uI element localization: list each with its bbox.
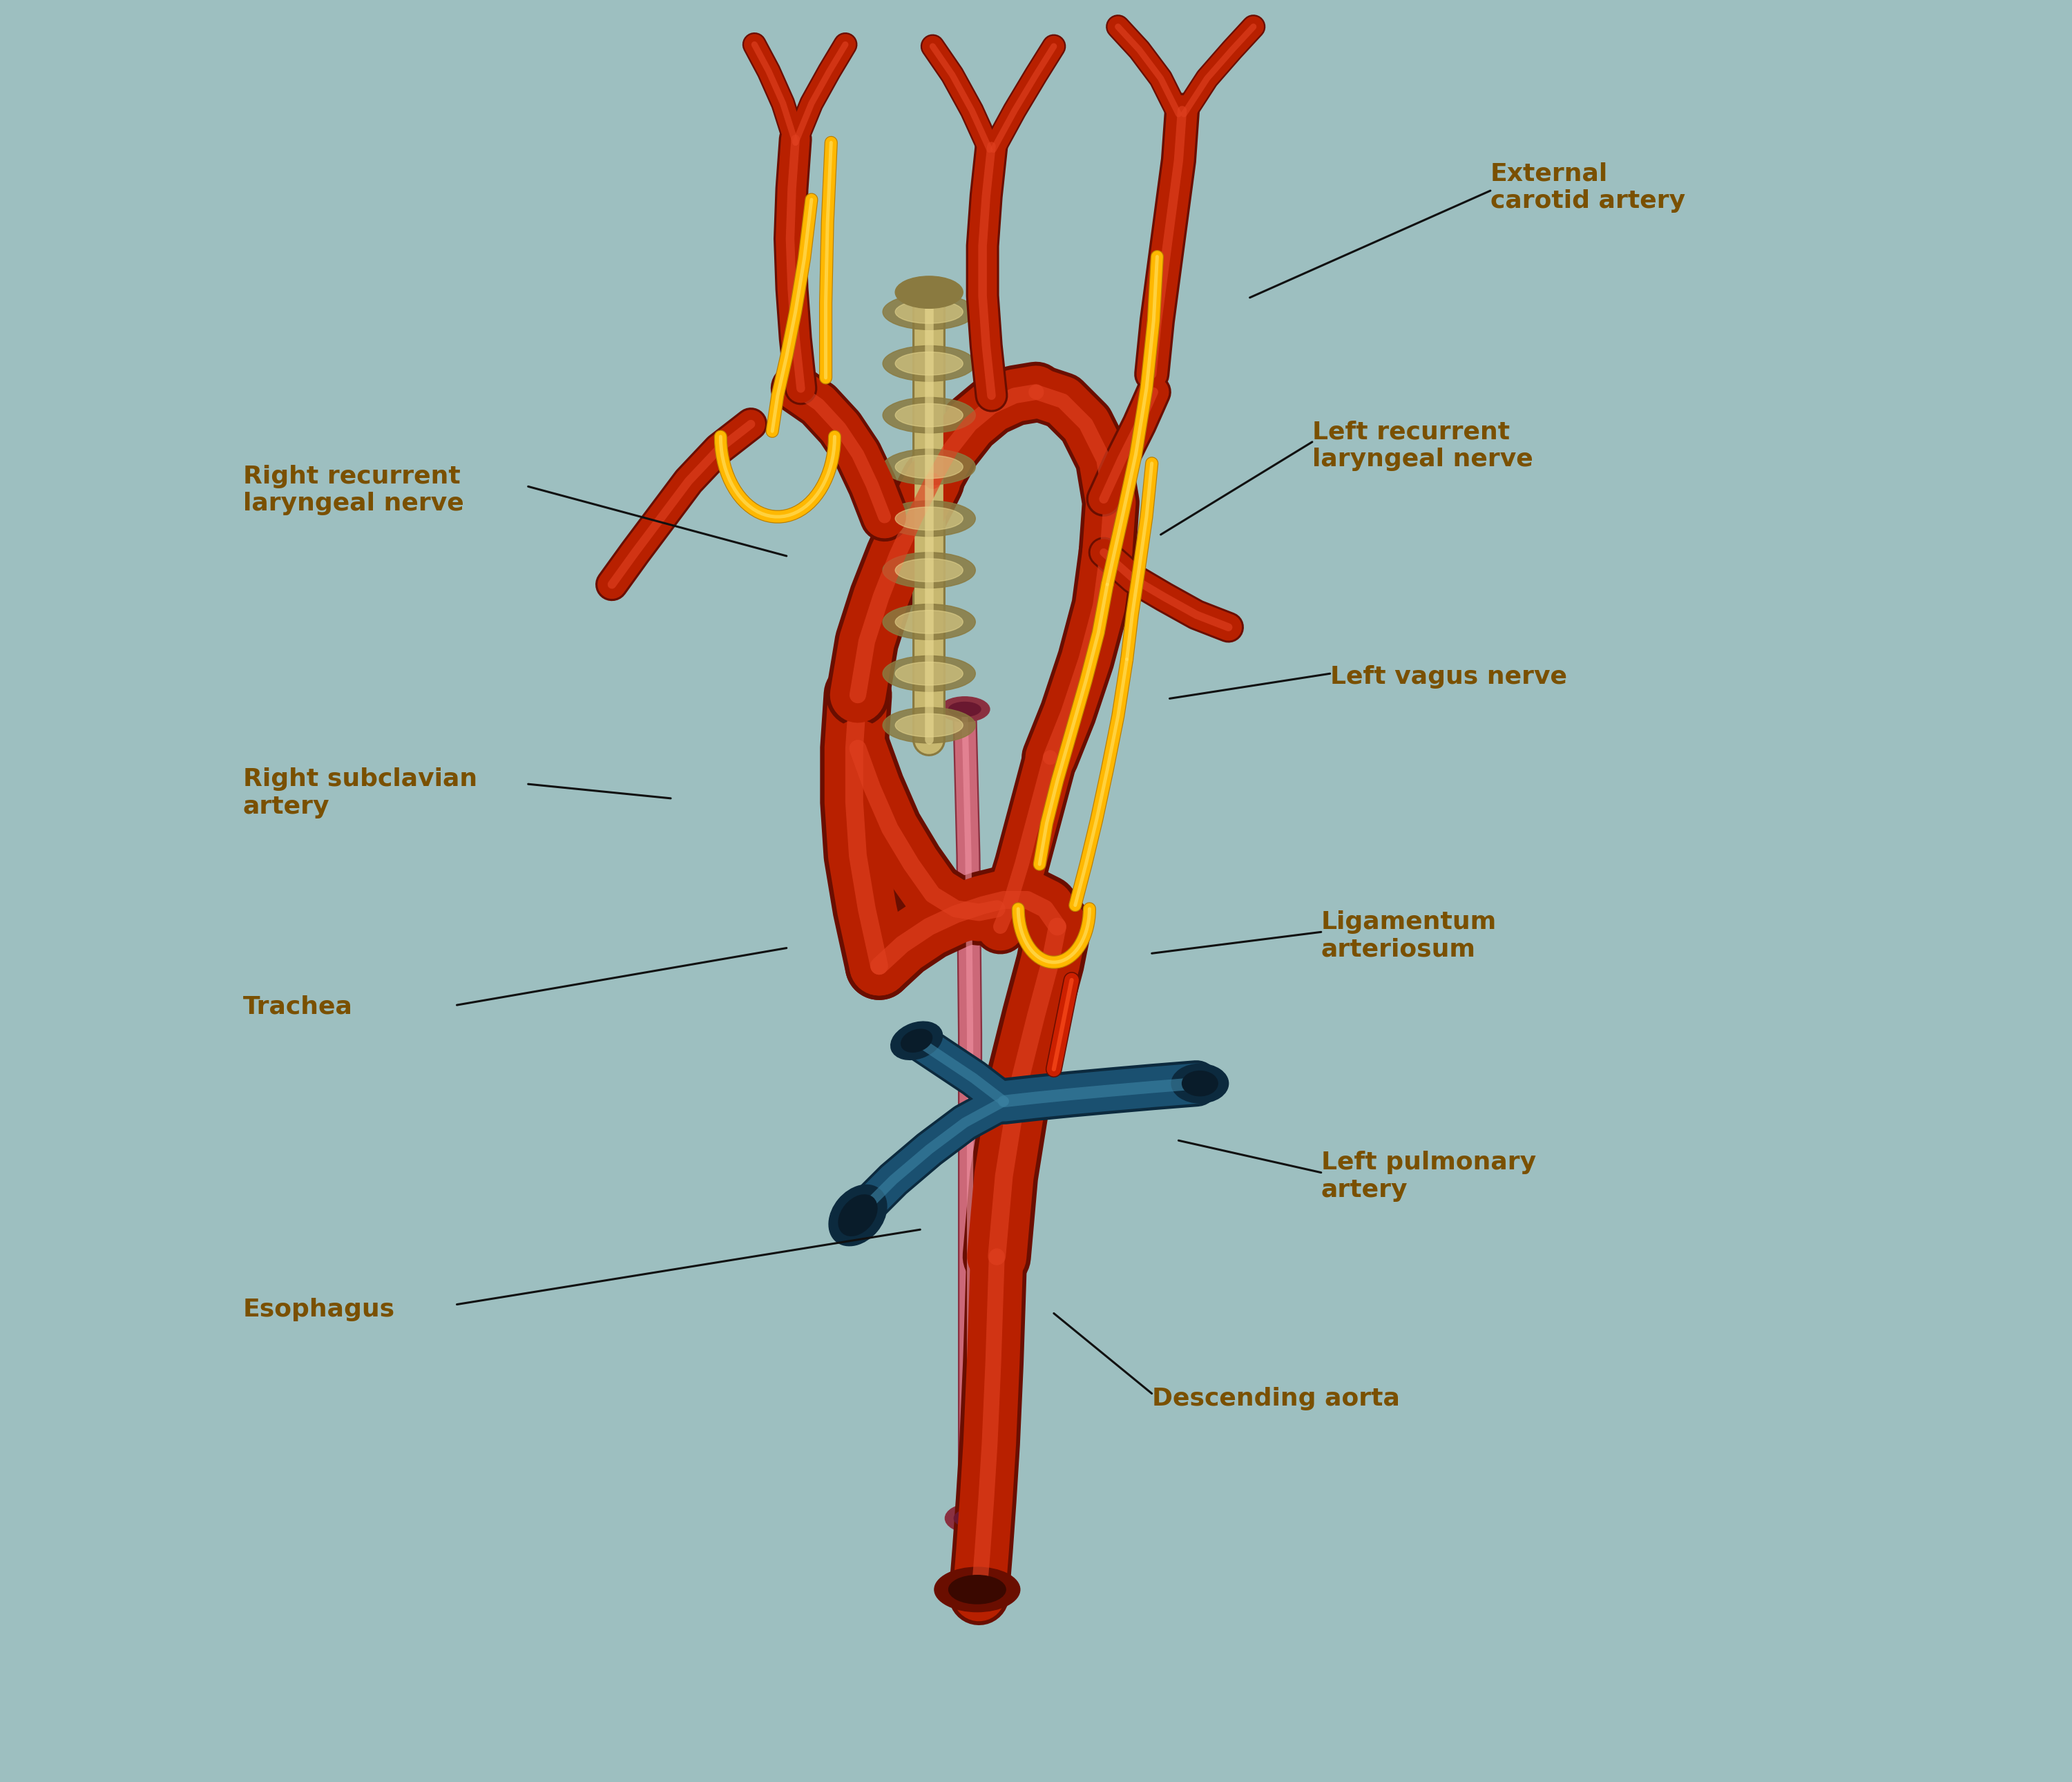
Ellipse shape: [883, 501, 976, 536]
Ellipse shape: [895, 560, 963, 581]
Text: External
carotid artery: External carotid artery: [1490, 162, 1685, 212]
Ellipse shape: [1171, 1064, 1229, 1103]
Text: Left pulmonary
artery: Left pulmonary artery: [1322, 1151, 1535, 1201]
Ellipse shape: [895, 713, 963, 738]
Ellipse shape: [895, 456, 963, 479]
Ellipse shape: [883, 449, 976, 485]
Ellipse shape: [941, 697, 990, 722]
Ellipse shape: [891, 1021, 943, 1060]
Ellipse shape: [883, 707, 976, 743]
Ellipse shape: [895, 353, 963, 376]
Text: Esophagus: Esophagus: [242, 1297, 396, 1322]
Ellipse shape: [949, 702, 980, 716]
Ellipse shape: [895, 299, 963, 324]
Ellipse shape: [895, 663, 963, 684]
Text: Ligamentum
arteriosum: Ligamentum arteriosum: [1322, 911, 1496, 960]
Ellipse shape: [883, 656, 976, 691]
Ellipse shape: [949, 1575, 1005, 1604]
Text: Right recurrent
laryngeal nerve: Right recurrent laryngeal nerve: [242, 465, 464, 515]
Text: Right subclavian
artery: Right subclavian artery: [242, 768, 477, 818]
Text: Trachea: Trachea: [242, 994, 352, 1019]
Ellipse shape: [895, 405, 963, 428]
Ellipse shape: [839, 1194, 876, 1237]
Ellipse shape: [883, 604, 976, 640]
Ellipse shape: [883, 346, 976, 381]
Ellipse shape: [895, 609, 963, 633]
Ellipse shape: [934, 1568, 1019, 1611]
Ellipse shape: [945, 1504, 995, 1533]
Text: Left recurrent
laryngeal nerve: Left recurrent laryngeal nerve: [1312, 421, 1533, 470]
Ellipse shape: [829, 1185, 887, 1246]
Ellipse shape: [895, 276, 963, 308]
Ellipse shape: [883, 397, 976, 433]
Ellipse shape: [1183, 1071, 1218, 1096]
Ellipse shape: [953, 1509, 986, 1527]
Ellipse shape: [895, 508, 963, 531]
Text: Left vagus nerve: Left vagus nerve: [1330, 665, 1566, 690]
Ellipse shape: [883, 294, 976, 330]
Text: Descending aorta: Descending aorta: [1152, 1386, 1401, 1411]
Ellipse shape: [883, 552, 976, 588]
Ellipse shape: [901, 1030, 932, 1051]
